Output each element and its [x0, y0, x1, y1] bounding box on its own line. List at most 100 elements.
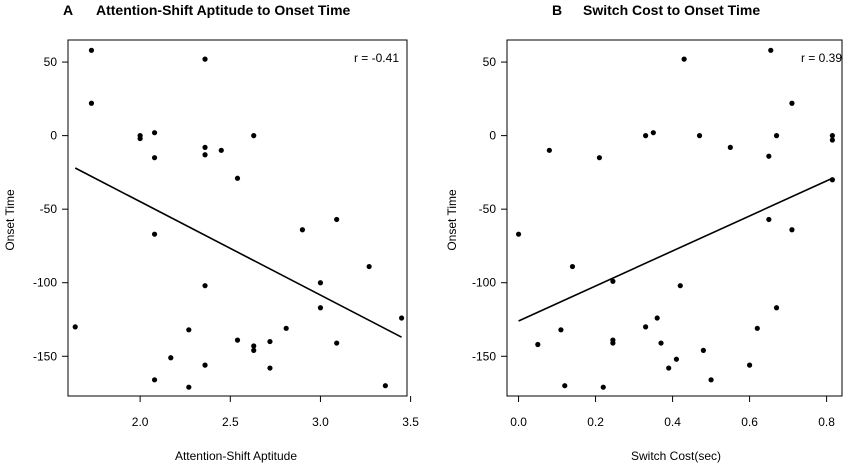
panel-a-data-point — [334, 340, 340, 346]
panel-b-data-point — [773, 133, 780, 139]
panel-a-data-point — [137, 135, 143, 142]
panel-b-data-point — [658, 340, 664, 346]
panel-a-data-point — [72, 324, 78, 330]
panel-b-x-tick-label: 0.6 — [741, 415, 758, 429]
panel-b-data-point — [569, 263, 576, 270]
panel-b-data-point — [681, 56, 687, 62]
panel-a-data-point — [168, 355, 174, 361]
panel-a: A Attention-Shift Aptitude to Onset Time… — [3, 2, 419, 463]
panel-a-data-point — [299, 227, 306, 233]
panel-b-data-point — [766, 153, 772, 159]
panel-b-x-tick-label: 0.4 — [664, 415, 681, 429]
panel-a-data-point — [202, 362, 208, 368]
panel-b-y-axis-label: Onset Time — [445, 189, 459, 251]
panel-b-y-tick-label: -150 — [472, 349, 496, 363]
panel-b-data-point — [677, 283, 683, 289]
panel-a-data-point — [218, 147, 224, 153]
panel-a-data-point — [398, 315, 405, 321]
panel-a-data-point — [283, 325, 289, 331]
panel-b-data-point — [643, 324, 649, 330]
panel-b: B Switch Cost to Onset Time Switch Cost(… — [445, 2, 843, 463]
panel-a-data-point — [382, 383, 388, 389]
panel-b-data-point — [829, 133, 835, 139]
panel-b-data-point — [789, 100, 795, 106]
panel-a-data-point — [186, 384, 192, 390]
panel-a-y-axis-label: Onset Time — [3, 189, 17, 251]
panel-b-y-tick-label: -100 — [472, 276, 496, 290]
panel-a-data-point — [202, 152, 208, 158]
panel-b-data-point — [766, 216, 772, 223]
panel-a-data-point — [234, 337, 241, 343]
panel-b-data-point — [515, 231, 522, 237]
panel-a-data-point — [251, 343, 257, 349]
panel-a-data-point — [151, 231, 158, 237]
panel-a-correlation-label: r = -0.41 — [354, 51, 399, 65]
panel-b-data-point — [546, 147, 552, 153]
panel-b-data-point — [666, 365, 672, 371]
panel-a-data-point — [334, 216, 340, 223]
panel-b-data-point — [829, 137, 835, 143]
panel-b-data-point — [768, 47, 774, 53]
panel-a-data-point — [186, 327, 192, 333]
panel-a-data-point — [151, 130, 158, 136]
panel-b-regression-line — [518, 177, 833, 322]
panel-a-title: Attention-Shift Aptitude to Onset Time — [96, 2, 351, 18]
panel-b-data-point — [829, 177, 835, 183]
panel-b-data-point — [600, 384, 606, 390]
panel-b-data-point — [673, 356, 680, 362]
panel-a-y-tick-label: 50 — [44, 55, 58, 69]
panel-b-data-point — [654, 315, 660, 321]
panel-b-data-point — [596, 155, 603, 161]
panel-a-data-point — [317, 280, 324, 286]
panel-a-data-point — [267, 338, 273, 345]
panel-b-data-point — [562, 383, 568, 389]
panel-b-x-tick-label: 0.0 — [510, 415, 527, 429]
panel-b-letter: B — [552, 2, 562, 18]
panel-a-x-tick-label: 2.5 — [222, 415, 239, 429]
panel-b-y-tick-label: 0 — [489, 129, 496, 143]
panel-b-data-point — [700, 347, 706, 353]
panel-b-data-point — [727, 144, 733, 150]
panel-a-data-point — [151, 377, 158, 383]
panel-b-data-point — [754, 325, 760, 331]
panel-a-data-point — [317, 305, 324, 311]
panel-a-letter: A — [63, 2, 73, 18]
panel-b-data-point — [773, 305, 780, 311]
panel-b-data-point — [610, 278, 616, 284]
panel-b-data-point — [650, 130, 656, 136]
panel-a-y-tick-label: -50 — [40, 202, 58, 216]
panel-b-data-point — [746, 362, 753, 368]
panel-b-data-point — [558, 327, 564, 333]
panel-b-title: Switch Cost to Onset Time — [583, 2, 760, 18]
panel-b-x-tick-label: 0.2 — [587, 415, 604, 429]
panel-a-data-point — [267, 365, 273, 371]
panel-b-data-point — [610, 340, 616, 346]
panel-a-data-point — [151, 155, 158, 161]
panel-a-data-point — [251, 133, 257, 139]
panel-b-data-point — [696, 133, 703, 139]
panel-b-y-tick-label: 50 — [483, 55, 497, 69]
panel-b-x-tick-label: 0.8 — [818, 415, 835, 429]
panel-b-plot-frame — [506, 39, 843, 397]
panel-b-correlation-label: r = 0.39 — [801, 51, 842, 65]
panel-b-data-point — [535, 341, 541, 348]
panel-a-data-point — [88, 100, 95, 106]
panel-a-x-tick-label: 3.0 — [312, 415, 329, 429]
panel-a-y-tick-label: -150 — [33, 349, 57, 363]
panel-a-x-tick-label: 2.0 — [132, 415, 149, 429]
panel-a-plot-frame — [67, 39, 408, 397]
panel-a-data-point — [234, 175, 241, 181]
panel-a-data-point — [202, 144, 208, 150]
panel-b-x-axis-label: Switch Cost(sec) — [631, 449, 721, 463]
panel-b-data-point — [789, 227, 795, 233]
panel-a-y-tick-label: -100 — [33, 276, 57, 290]
panel-a-data-point — [88, 47, 95, 53]
panel-b-data-point — [643, 133, 649, 139]
panel-a-y-tick-label: 0 — [50, 129, 57, 143]
panel-a-data-point — [251, 347, 257, 353]
panel-b-y-tick-label: -50 — [479, 202, 497, 216]
panel-a-x-axis-label: Attention-Shift Aptitude — [175, 449, 297, 463]
panel-a-data-point — [202, 283, 208, 289]
panel-a-regression-line — [74, 167, 402, 338]
